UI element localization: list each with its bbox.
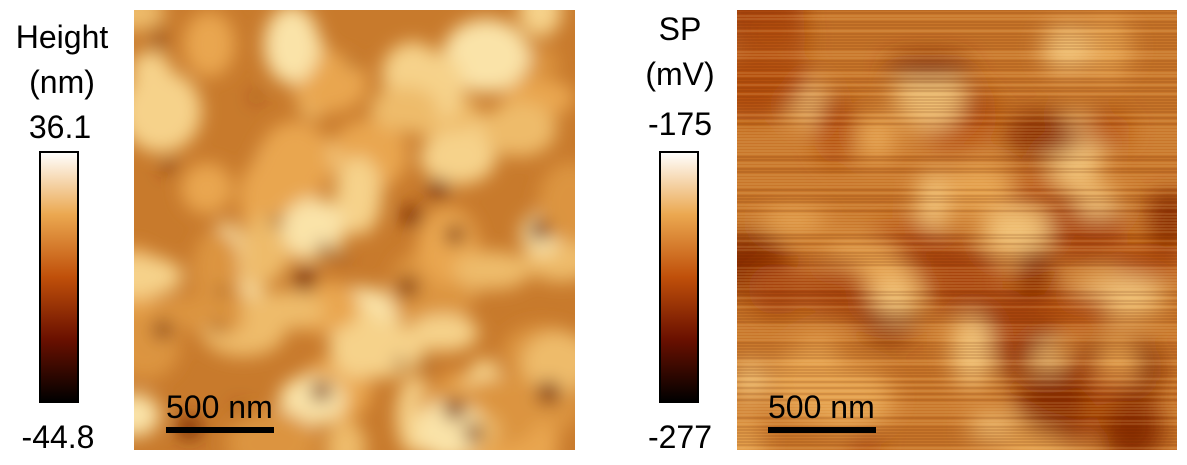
texture (240, 291, 326, 330)
texture (281, 197, 346, 260)
texture (334, 155, 382, 236)
texture (1081, 17, 1133, 78)
texture (162, 159, 176, 173)
texture (872, 278, 920, 318)
texture (409, 314, 479, 352)
texture (212, 321, 224, 332)
texture (521, 331, 575, 394)
texture (419, 130, 497, 185)
texture (982, 206, 1051, 257)
texture (396, 276, 418, 298)
texture (420, 359, 430, 369)
texture (760, 208, 827, 233)
texture (445, 225, 465, 245)
texture (264, 10, 320, 84)
texture (258, 121, 332, 202)
texture (442, 19, 530, 93)
texture (394, 357, 406, 369)
texture (235, 404, 245, 413)
texture (464, 423, 484, 443)
texture (737, 415, 765, 450)
texture (401, 205, 423, 227)
scale-bar-label: 500 nm (166, 389, 273, 425)
colorbar-unit: (nm) (29, 64, 95, 100)
texture (791, 336, 845, 421)
texture (311, 380, 332, 402)
scale-bar-label: 500 nm (768, 389, 875, 425)
colorbar-unit: (mV) (645, 56, 714, 92)
texture (134, 393, 161, 437)
texture (893, 68, 966, 128)
texture (134, 10, 166, 32)
colorbar-label: Height (16, 19, 109, 55)
colorbar-max: -175 (648, 106, 712, 142)
texture (152, 37, 165, 50)
texture (884, 54, 973, 80)
texture (1015, 369, 1093, 435)
texture (370, 86, 439, 132)
texture (1144, 192, 1177, 248)
colorbar-label: SP (659, 11, 702, 47)
texture (347, 59, 357, 69)
texture (988, 288, 1030, 367)
texture (848, 432, 882, 450)
scale-bar (768, 427, 876, 433)
texture (916, 171, 951, 230)
scale-bar (166, 427, 274, 433)
texture (325, 420, 367, 450)
texture (1021, 292, 1113, 327)
texture (251, 92, 261, 102)
texture (153, 320, 173, 339)
texture (183, 11, 235, 78)
texture (895, 237, 973, 268)
texture (1081, 114, 1133, 147)
texture (453, 250, 532, 290)
texture (293, 268, 317, 292)
texture (134, 69, 202, 153)
texture (134, 310, 180, 381)
texture (537, 381, 561, 405)
texture (814, 94, 855, 165)
colorbar (659, 151, 699, 403)
texture (242, 213, 290, 284)
colorbar-min: -277 (648, 419, 712, 455)
texture (518, 10, 562, 37)
texture (775, 51, 810, 105)
texture (443, 398, 466, 421)
texture (270, 215, 283, 228)
texture (217, 286, 228, 297)
colorbar-max: 36.1 (29, 109, 91, 145)
texture (950, 315, 994, 389)
texture (134, 255, 183, 298)
potential-image (737, 10, 1177, 450)
texture (743, 20, 810, 52)
texture (1041, 24, 1092, 73)
texture (181, 162, 233, 214)
texture (737, 360, 769, 400)
colorbar-min: -44.8 (22, 419, 95, 455)
texture (336, 251, 347, 262)
texture (192, 229, 242, 309)
height-image (134, 10, 575, 450)
texture (538, 161, 575, 244)
texture (1100, 388, 1164, 450)
texture (1001, 113, 1082, 158)
texture (482, 101, 557, 157)
texture (1033, 342, 1064, 374)
texture (153, 24, 163, 35)
texture (941, 163, 1014, 213)
texture (748, 263, 807, 315)
texture (1074, 187, 1120, 216)
texture (317, 242, 332, 257)
texture (528, 219, 551, 241)
texture (859, 114, 895, 161)
texture (1113, 243, 1177, 280)
texture (428, 178, 449, 200)
colorbar (39, 151, 79, 403)
